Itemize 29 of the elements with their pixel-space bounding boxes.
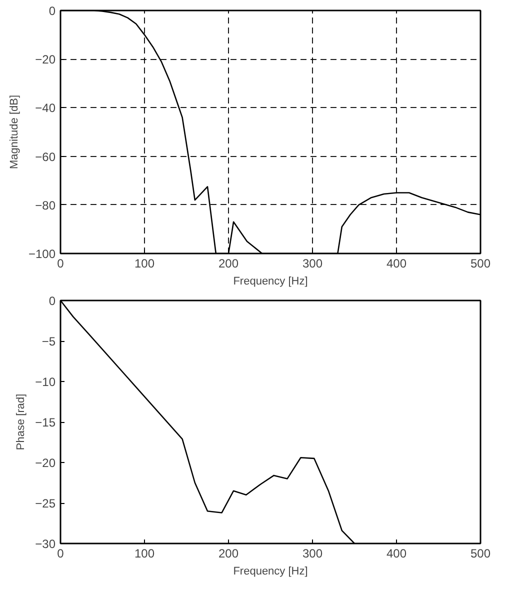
y-tick-label: −60 (35, 150, 56, 164)
y-tick-label: −30 (35, 537, 56, 551)
x-tick-label: 500 (470, 256, 491, 270)
y-tick-label: −25 (35, 496, 56, 510)
x-tick-label: 300 (302, 256, 323, 270)
x-axis-title: Frequency [Hz] (233, 566, 308, 578)
y-tick-label: −15 (35, 416, 56, 430)
x-tick-label: 200 (218, 546, 239, 560)
y-axis-title: Magnitude [dB] (8, 94, 20, 169)
x-tick-label: 400 (386, 546, 407, 560)
x-tick-label: 100 (134, 546, 155, 560)
y-tick-label: 0 (48, 294, 56, 308)
y-tick-label: −100 (28, 247, 56, 261)
y-tick-label: −80 (35, 198, 56, 212)
x-tick-label: 100 (134, 256, 155, 270)
y-tick-label: −20 (35, 52, 56, 67)
x-tick-label: 200 (218, 256, 239, 270)
x-tick-label: 0 (57, 546, 64, 560)
x-tick-label: 500 (470, 546, 491, 560)
y-tick-label: −5 (42, 334, 56, 348)
x-tick-label: 400 (386, 256, 407, 270)
x-axis-title: Frequency [Hz] (233, 276, 308, 288)
y-axis-title: Phase [rad] (15, 394, 28, 450)
y-tick-label: −20 (35, 456, 56, 470)
y-tick-label: −10 (35, 375, 56, 389)
y-tick-label: −40 (35, 101, 56, 116)
y-tick-label: 0 (48, 4, 56, 18)
x-tick-label: 300 (302, 546, 323, 560)
x-tick-label: 0 (57, 256, 64, 270)
